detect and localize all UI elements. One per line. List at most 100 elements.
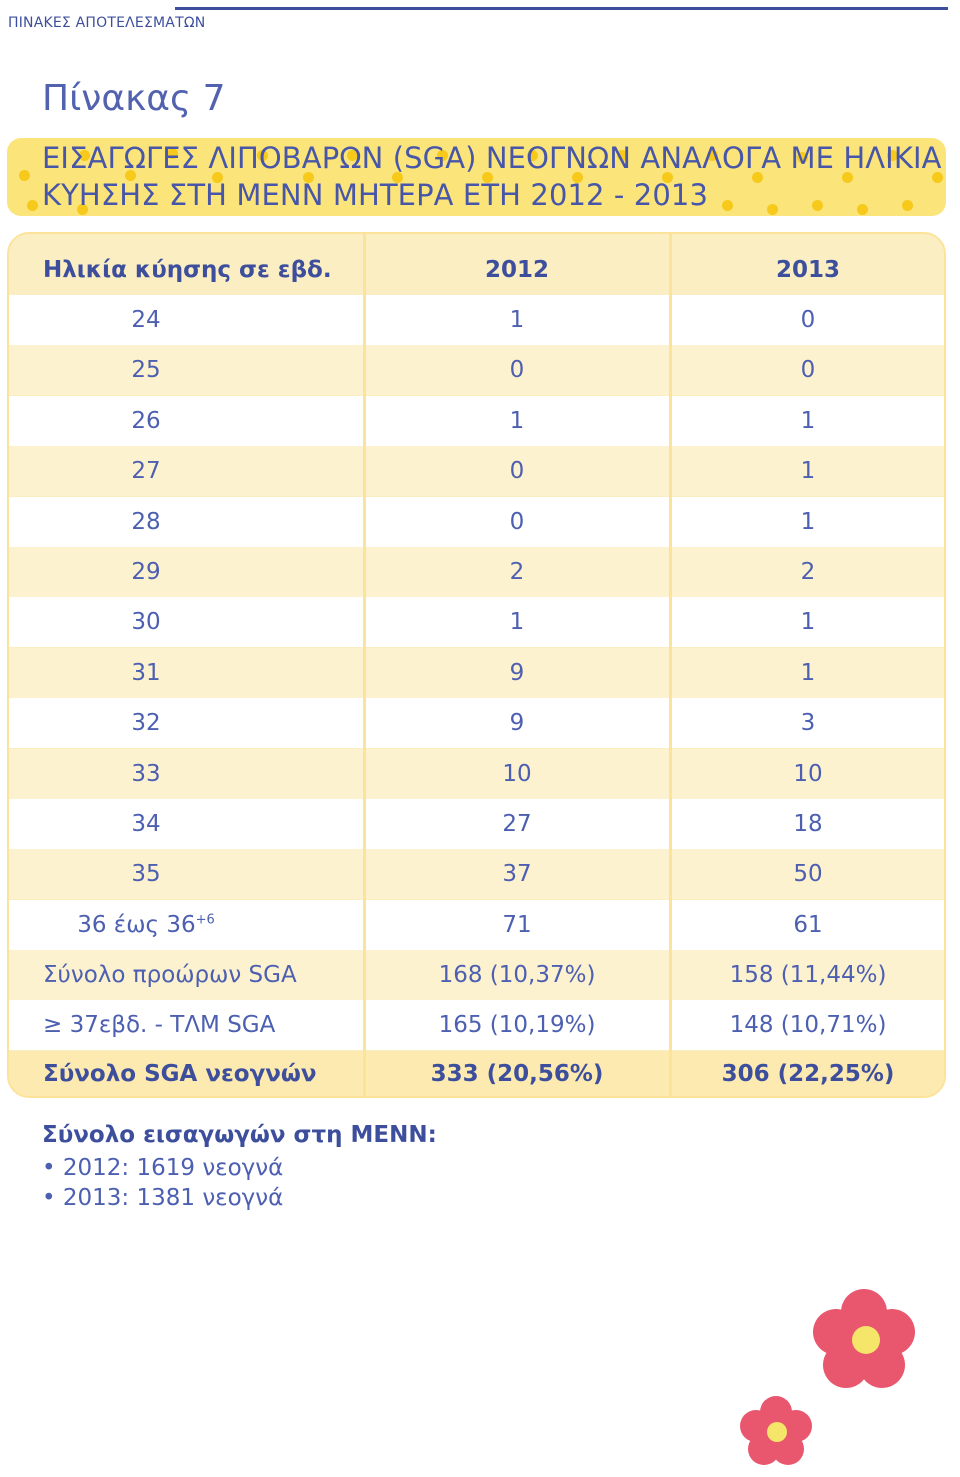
gestational-age-cell: 32: [131, 710, 161, 737]
banner-dot: [167, 148, 178, 159]
admissions-item-2012: • 2012: 1619 νεογνά: [42, 1155, 284, 1181]
table-row-term: ≥ 37εβδ. - ΤΛΜ SGA 165 (10,19%) 148 (10,…: [9, 1000, 944, 1050]
banner-dot: [125, 170, 136, 181]
gestational-age-cell: 34: [131, 811, 161, 837]
count-2012-cell: 0: [509, 357, 525, 384]
table-row: 24 1 0: [9, 295, 944, 345]
gestational-age-cell: 36 έως 36+6: [9, 900, 283, 950]
banner-dot: [812, 200, 823, 211]
table-row: 31 9 1: [9, 647, 944, 698]
table-row: 32 9 3: [9, 698, 944, 749]
header-rule: [175, 7, 948, 10]
count-2013-cell: 1: [800, 659, 816, 686]
banner-dot: [617, 150, 628, 161]
count-2013-cell: 18: [793, 811, 823, 837]
gestational-age-cell: 26: [131, 407, 161, 434]
gestational-age-cell: 25: [131, 357, 161, 384]
count-2013-cell: 1: [800, 407, 816, 434]
banner-dot: [707, 150, 718, 161]
table-row: 30 1 1: [9, 597, 944, 648]
page-title: Πίνακας 7: [42, 78, 226, 119]
count-2012-cell: 0: [509, 458, 525, 485]
sga-total-2012: 333 (20,56%): [430, 1061, 604, 1087]
banner-dot: [212, 172, 223, 183]
results-table: Ηλικία κύησης σε εβδ. 2012 2013 24 1 0 25 0 0…: [7, 232, 946, 1098]
banner-title: ΕΙΣΑΓΩΓΕΣ ΛΙΠΟΒΑΡΩΝ (SGA) ΝΕΟΓΝΩΝ ΑΝΑΛΟΓ…: [42, 140, 942, 214]
count-2013-cell: 61: [793, 911, 823, 938]
gestational-age-cell: 35: [131, 861, 161, 888]
gestational-age-cell: 33: [131, 760, 161, 787]
banner-dot: [437, 150, 448, 161]
count-2013-cell: 3: [800, 710, 816, 737]
table-row: 25 0 0: [9, 345, 944, 396]
banner-dot: [797, 152, 808, 163]
column-header-2012: 2012: [484, 257, 549, 283]
count-2012-cell: 37: [502, 861, 532, 888]
banner-dot: [662, 172, 673, 183]
banner-dot: [79, 150, 90, 161]
banner-title-line-2: ΚΥΗΣΗΣ ΣΤΗ ΜΕΝΝ ΜΗΤΕΡΑ ΕΤΗ 2012 - 2013: [42, 178, 708, 212]
banner-dot: [303, 172, 314, 183]
count-2012-cell: 9: [509, 659, 525, 686]
table-row-sga-total: Σύνολο SGA νεογνών 333 (20,56%) 306 (22,…: [9, 1051, 944, 1096]
table-row: 27 0 1: [9, 446, 944, 497]
sga-total-2013: 306 (22,25%): [721, 1061, 895, 1087]
count-2013-cell: 10: [793, 760, 823, 787]
banner-dot: [392, 172, 403, 183]
banner-dot: [902, 200, 913, 211]
preterm-label: Σύνολο προώρων SGA: [43, 962, 297, 988]
banner-dot: [932, 172, 943, 183]
sga-total-label: Σύνολο SGA νεογνών: [43, 1061, 317, 1087]
banner-dot: [77, 204, 88, 215]
count-2013-cell: 0: [800, 357, 816, 384]
table-row-preterm-total: Σύνολο προώρων SGA 168 (10,37%) 158 (11,…: [9, 950, 944, 1000]
banner-dot: [257, 150, 268, 161]
banner-dot: [27, 200, 38, 211]
banner-dot: [752, 172, 763, 183]
table-row: 34 27 18: [9, 799, 944, 849]
banner-dot: [722, 200, 733, 211]
table-row: 26 1 1: [9, 395, 944, 446]
title-banner: ΕΙΣΑΓΩΓΕΣ ΛΙΠΟΒΑΡΩΝ (SGA) ΝΕΟΓΝΩΝ ΑΝΑΛΟΓ…: [7, 138, 946, 216]
table-row: 29 2 2: [9, 547, 944, 597]
table-row: 28 0 1: [9, 496, 944, 547]
term-2013: 148 (10,71%): [729, 1012, 887, 1038]
gestational-age-cell: 27: [131, 458, 161, 485]
gestational-age-cell: 24: [131, 307, 161, 333]
banner-dot: [767, 204, 778, 215]
banner-dot: [347, 150, 358, 161]
gestational-age-cell: 28: [131, 508, 161, 535]
count-2013-cell: 1: [800, 458, 816, 485]
admissions-title: Σύνολο εισαγωγών στη ΜΕΝΝ:: [42, 1122, 437, 1148]
gestational-age-cell: 30: [131, 609, 161, 636]
preterm-2013: 158 (11,44%): [729, 962, 887, 988]
count-2012-cell: 71: [502, 911, 532, 938]
count-2013-cell: 0: [800, 307, 816, 333]
banner-dot: [527, 150, 538, 161]
column-divider: [363, 234, 366, 1096]
count-2012-cell: 2: [509, 559, 525, 585]
banner-dot: [572, 172, 583, 183]
flower-small-icon: [740, 1396, 812, 1465]
term-label: ≥ 37εβδ. - ΤΛΜ SGA: [43, 1012, 276, 1038]
count-2012-cell: 27: [502, 811, 532, 837]
count-2012-cell: 1: [509, 307, 525, 333]
admissions-item-2013: • 2013: 1381 νεογνά: [42, 1185, 284, 1211]
days-superscript: +6: [195, 912, 215, 928]
table-header-row: Ηλικία κύησης σε εβδ. 2012 2013: [9, 245, 944, 295]
column-header-2013: 2013: [775, 257, 840, 283]
gestational-age-cell: 29: [131, 559, 161, 585]
gestational-age-cell: 31: [131, 659, 161, 686]
count-2012-cell: 9: [509, 710, 525, 737]
preterm-2012: 168 (10,37%): [438, 962, 596, 988]
count-2012-cell: 0: [509, 508, 525, 535]
section-label: ΠΙΝΑΚΕΣ ΑΠΟΤΕΛΕΣΜΑΤΩΝ: [8, 15, 206, 31]
banner-dot: [482, 172, 493, 183]
count-2012-cell: 1: [509, 609, 525, 636]
column-header-gestational-age: Ηλικία κύησης σε εβδ.: [43, 257, 332, 283]
banner-title-line-1: ΕΙΣΑΓΩΓΕΣ ΛΙΠΟΒΑΡΩΝ (SGA) ΝΕΟΓΝΩΝ ΑΝΑΛΟΓ…: [42, 141, 942, 175]
count-2013-cell: 2: [800, 559, 816, 585]
banner-dot: [19, 170, 30, 181]
banner-dot: [887, 150, 898, 161]
banner-dot: [842, 172, 853, 183]
